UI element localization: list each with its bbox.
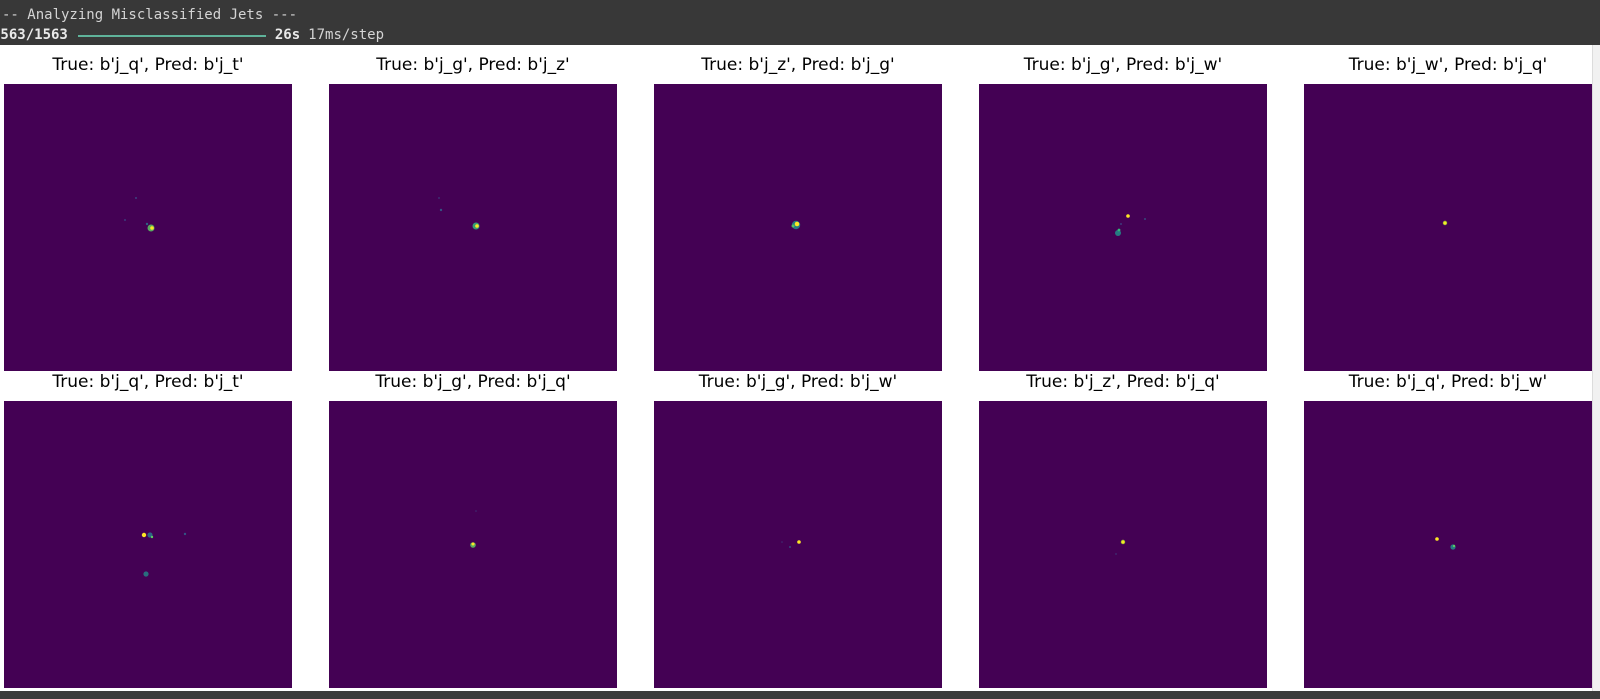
- panel-title: True: b'j_q', Pred: b'j_w': [1348, 372, 1548, 392]
- panel-title: True: b'j_q', Pred: b'j_t': [52, 55, 244, 75]
- jet-image: [654, 84, 942, 371]
- panel-title: True: b'j_g', Pred: b'j_w': [698, 372, 898, 392]
- jet-image: [329, 401, 617, 688]
- panel-title: True: b'j_q', Pred: b'j_t': [52, 372, 244, 392]
- jet-image: [4, 84, 292, 371]
- jet-image: [654, 401, 942, 688]
- panel-title: True: b'j_g', Pred: b'j_z': [376, 55, 570, 75]
- output-scrollbar[interactable]: [1592, 45, 1600, 691]
- elapsed-time: 26s: [274, 27, 301, 43]
- progress-bar: [77, 34, 266, 37]
- console-header-line: -- Analyzing Misclassified Jets ---: [2, 7, 298, 23]
- panel-title: True: b'j_z', Pred: b'j_q': [1026, 372, 1220, 392]
- progress-line: 1563/1563 26s 17ms/step: [0, 27, 384, 44]
- misclassified-jets-figure: True: b'j_q', Pred: b'j_t' True: b'j_g',…: [0, 45, 1600, 691]
- jet-image: [979, 84, 1267, 371]
- jet-image: [329, 84, 617, 371]
- panel-title: True: b'j_z', Pred: b'j_g': [701, 55, 895, 75]
- console-output: -- Analyzing Misclassified Jets --- 1563…: [0, 0, 1600, 45]
- jet-image: [1304, 401, 1592, 688]
- progress-counter: 1563/1563: [0, 27, 68, 43]
- jet-image: [4, 401, 292, 688]
- output-bottom-border: [0, 691, 1600, 699]
- panel-title: True: b'j_g', Pred: b'j_q': [375, 372, 571, 392]
- time-per-step: 17ms/step: [308, 27, 385, 43]
- jet-image: [1304, 84, 1592, 371]
- jet-image: [979, 401, 1267, 688]
- panel-title: True: b'j_g', Pred: b'j_w': [1023, 55, 1223, 75]
- panel-title: True: b'j_w', Pred: b'j_q': [1348, 55, 1548, 75]
